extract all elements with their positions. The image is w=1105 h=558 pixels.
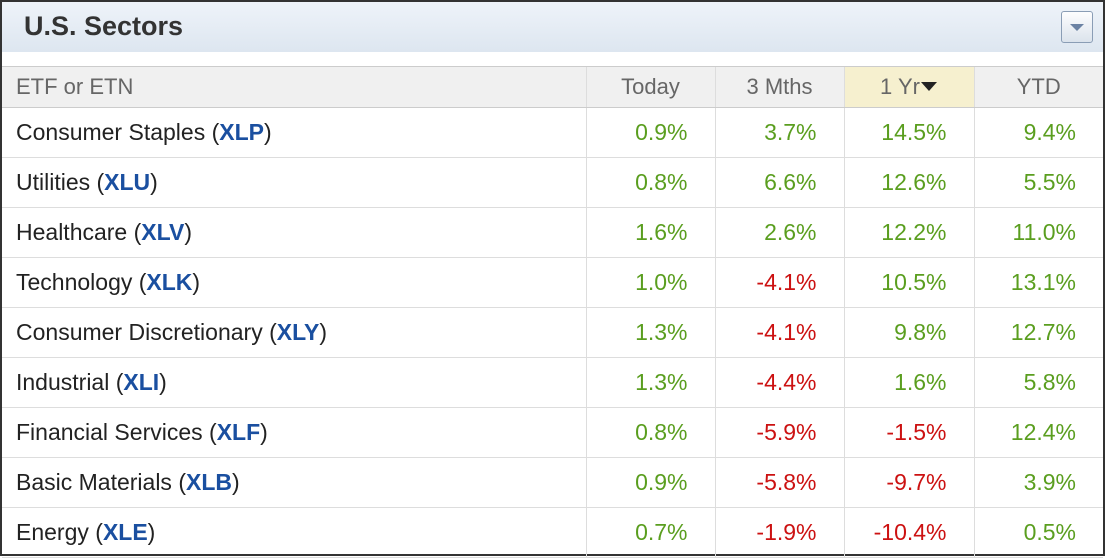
change-value: 0.5% xyxy=(973,507,1103,558)
sectors-table: ETF or ETN Today 3 Mths 1 Yr YTD Consumer St… xyxy=(2,66,1103,558)
change-value: 3.7% xyxy=(714,107,844,158)
sector-name: Technology (XLK) xyxy=(2,257,586,308)
change-value: 0.8% xyxy=(585,407,715,458)
sector-row: Energy (XLE) 0.7% -1.9% -10.4% 0.5% xyxy=(2,507,1103,558)
column-header[interactable]: 1 Yr xyxy=(843,66,974,108)
sector-name: Consumer Staples (XLP) xyxy=(2,107,586,158)
column-header-text: ETF or ETN xyxy=(16,74,134,99)
change-value: -1.5% xyxy=(843,407,974,458)
ticker-link[interactable]: XLF xyxy=(216,419,261,445)
change-value: -4.1% xyxy=(714,257,844,308)
sector-name: Consumer Discretionary (XLY) xyxy=(2,307,586,358)
change-value: -10.4% xyxy=(843,507,974,558)
change-value: 5.5% xyxy=(973,157,1103,208)
change-value: -4.4% xyxy=(714,357,844,408)
dropdown-icon xyxy=(1070,24,1084,31)
change-value: -5.8% xyxy=(714,457,844,508)
sector-name: Industrial (XLI) xyxy=(2,357,586,408)
sector-row: Financial Services (XLF) 0.8% -5.9% -1.5% 12… xyxy=(2,407,1103,458)
change-value: 9.4% xyxy=(973,107,1103,158)
change-value: 1.6% xyxy=(585,207,715,258)
sector-row: Basic Materials (XLB) 0.9% -5.8% -9.7% 3.9% xyxy=(2,457,1103,508)
ticker-link[interactable]: XLY xyxy=(276,319,320,345)
sector-name: Financial Services (XLF) xyxy=(2,407,586,458)
change-value: 5.8% xyxy=(973,357,1103,408)
change-value: 12.7% xyxy=(973,307,1103,358)
ticker-link[interactable]: XLP xyxy=(219,119,264,145)
title-bar: U.S. Sectors xyxy=(2,2,1103,52)
sort-arrow xyxy=(920,82,937,91)
sector-row: Consumer Discretionary (XLY) 1.3% -4.1% 9.8… xyxy=(2,307,1103,358)
change-value: 9.8% xyxy=(843,307,974,358)
sector-row: Healthcare (XLV) 1.6% 2.6% 12.2% 11.0% xyxy=(2,207,1103,258)
change-value: 12.4% xyxy=(973,407,1103,458)
change-value: -1.9% xyxy=(714,507,844,558)
ticker-link[interactable]: XLE xyxy=(102,519,148,545)
ticker-link[interactable]: XLU xyxy=(104,169,151,195)
sector-name: Basic Materials (XLB) xyxy=(2,457,586,508)
ticker-link[interactable]: XLB xyxy=(185,469,232,495)
change-value: 11.0% xyxy=(973,207,1103,258)
sector-name: Energy (XLE) xyxy=(2,507,586,558)
column-header-text: YTD xyxy=(1016,74,1061,99)
sector-row: Utilities (XLU) 0.8% 6.6% 12.6% 5.5% xyxy=(2,157,1103,208)
change-value: -5.9% xyxy=(714,407,844,458)
header-row: ETF or ETN Today 3 Mths 1 Yr YTD xyxy=(2,66,1103,108)
column-header[interactable]: YTD xyxy=(973,66,1103,108)
change-value: 1.6% xyxy=(843,357,974,408)
column-header-text: 1 Yr xyxy=(880,74,920,99)
panel-title: U.S. Sectors xyxy=(24,11,184,41)
change-value: 0.9% xyxy=(585,107,715,158)
sector-name: Healthcare (XLV) xyxy=(2,207,586,258)
sector-row: Industrial (XLI) 1.3% -4.4% 1.6% 5.8% xyxy=(2,357,1103,408)
change-value: 1.3% xyxy=(585,357,715,408)
change-value: 0.7% xyxy=(585,507,715,558)
change-value: -9.7% xyxy=(843,457,974,508)
dropdown-button[interactable] xyxy=(1061,11,1093,43)
change-value: 0.9% xyxy=(585,457,715,508)
ticker-link[interactable]: XLI xyxy=(123,369,160,395)
change-value: 12.2% xyxy=(843,207,974,258)
sector-row: Consumer Staples (XLP) 0.9% 3.7% 14.5% 9.4% xyxy=(2,107,1103,158)
column-header-text: 3 Mths xyxy=(746,74,813,99)
change-value: -4.1% xyxy=(714,307,844,358)
change-value: 10.5% xyxy=(843,257,974,308)
change-value: 13.1% xyxy=(973,257,1103,308)
change-value: 14.5% xyxy=(843,107,974,158)
change-value: 3.9% xyxy=(973,457,1103,508)
column-header[interactable]: Today xyxy=(585,66,715,108)
change-value: 0.8% xyxy=(585,157,715,208)
sector-name: Utilities (XLU) xyxy=(2,157,586,208)
ticker-link[interactable]: XLK xyxy=(146,269,193,295)
change-value: 1.3% xyxy=(585,307,715,358)
ticker-link[interactable]: XLV xyxy=(141,219,185,245)
column-header[interactable]: ETF or ETN xyxy=(2,66,586,108)
change-value: 2.6% xyxy=(714,207,844,258)
table-body: Consumer Staples (XLP) 0.9% 3.7% 14.5% 9.4% U… xyxy=(2,107,1103,558)
column-header-text: Today xyxy=(621,74,680,99)
column-header[interactable]: 3 Mths xyxy=(714,66,844,108)
change-value: 1.0% xyxy=(585,257,715,308)
change-value: 6.6% xyxy=(714,157,844,208)
change-value: 12.6% xyxy=(843,157,974,208)
sector-row: Technology (XLK) 1.0% -4.1% 10.5% 13.1% xyxy=(2,257,1103,308)
